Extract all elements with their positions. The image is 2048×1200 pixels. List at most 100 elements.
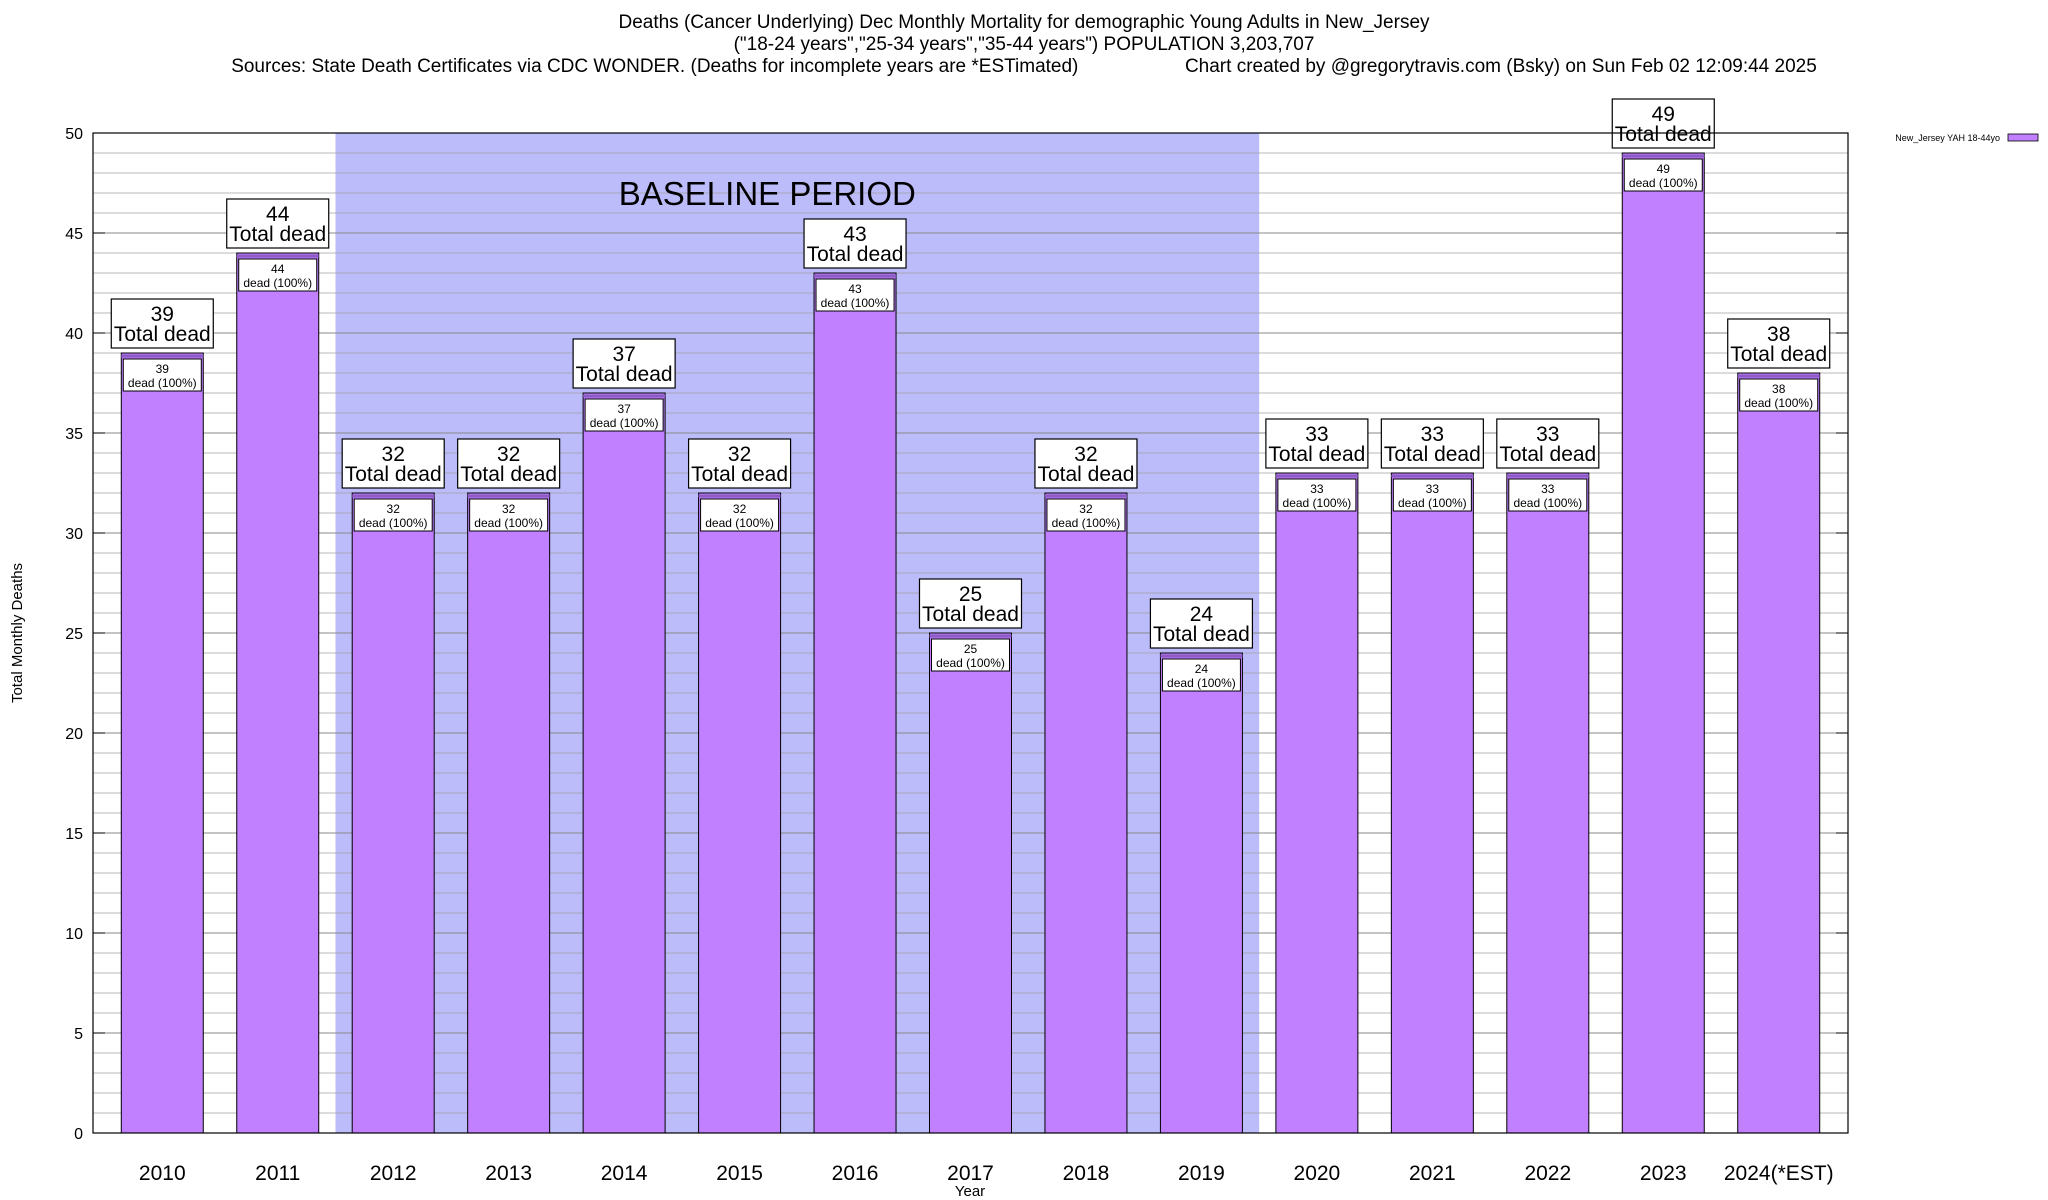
inner-label-box — [584, 398, 664, 432]
inner-label-value: 37 — [617, 402, 631, 416]
top-label-box — [1149, 598, 1254, 649]
inner-label-box — [700, 498, 780, 532]
inner-label-suffix: dead (100%) — [1513, 496, 1582, 510]
x-tick-label: 2014 — [601, 1162, 648, 1185]
inner-label-value: 24 — [1195, 662, 1209, 676]
inner-label-box — [353, 498, 433, 532]
credit-text: Chart created by @gregorytravis.com (Bsk… — [1184, 56, 1817, 77]
inner-label-suffix: dead (100%) — [1283, 496, 1352, 510]
top-label-box — [1380, 418, 1484, 469]
inner-label-suffix: dead (100%) — [705, 516, 774, 530]
inner-label-suffix: dead (100%) — [128, 376, 197, 390]
y-tick-label: 20 — [65, 726, 83, 743]
inner-label-box — [1392, 478, 1472, 512]
inner-label-box — [1508, 478, 1588, 512]
top-label-box — [457, 438, 561, 489]
baseline-period-label: BASELINE PERIOD — [619, 175, 916, 212]
top-label-value: 38 — [1767, 323, 1790, 346]
inner-label-suffix: dead (100%) — [243, 276, 312, 290]
y-tick-label: 5 — [74, 1026, 83, 1043]
inner-label-value: 33 — [1426, 482, 1440, 496]
inner-label-suffix: dead (100%) — [1629, 176, 1698, 190]
top-label-box — [341, 438, 445, 489]
top-label-value: 49 — [1652, 103, 1675, 126]
bar — [698, 492, 782, 1134]
top-label-box — [803, 218, 907, 269]
inner-label-value: 32 — [733, 502, 747, 516]
top-label-box — [1727, 318, 1831, 369]
bar — [813, 272, 897, 1134]
top-label-box — [1265, 418, 1369, 469]
x-tick-label: 2019 — [1178, 1162, 1225, 1185]
bar — [1390, 472, 1474, 1134]
bar — [1159, 652, 1243, 1134]
top-label-suffix: Total dead — [691, 463, 788, 486]
top-label-suffix: Total dead — [345, 463, 442, 486]
bar — [929, 632, 1012, 1134]
top-label-value: 33 — [1305, 423, 1328, 446]
x-tick-label: 2022 — [1524, 1162, 1571, 1185]
legend-swatch — [2007, 133, 2039, 142]
y-tick-label: 40 — [65, 326, 83, 343]
top-label-value: 33 — [1421, 423, 1444, 446]
sources-text: Sources: State Death Certificates via CD… — [231, 56, 1079, 77]
top-label-value: 32 — [728, 443, 751, 466]
inner-label-value: 38 — [1772, 382, 1786, 396]
inner-label-value: 32 — [387, 502, 401, 516]
x-tick-label: 2013 — [485, 1162, 532, 1185]
inner-label-value: 39 — [156, 362, 170, 376]
y-axis-title: Total Monthly Deaths — [9, 563, 26, 703]
inner-label-suffix: dead (100%) — [1744, 396, 1813, 410]
inner-label-suffix: dead (100%) — [821, 296, 890, 310]
inner-label-box — [931, 638, 1010, 672]
y-tick-label: 45 — [65, 226, 83, 243]
top-label-value: 32 — [382, 443, 405, 466]
inner-label-suffix: dead (100%) — [1398, 496, 1467, 510]
bar — [467, 492, 551, 1134]
bar — [1506, 472, 1590, 1134]
inner-label-value: 33 — [1310, 482, 1324, 496]
bar — [1044, 492, 1128, 1134]
top-label-suffix: Total dead — [114, 323, 211, 346]
top-label-value: 33 — [1536, 423, 1559, 446]
x-tick-label: 2011 — [255, 1162, 300, 1185]
top-label-value: 25 — [959, 583, 982, 606]
bar — [236, 252, 320, 1134]
top-label-value: 24 — [1190, 603, 1214, 626]
inner-label-box — [238, 258, 318, 292]
inner-label-suffix: dead (100%) — [1167, 676, 1236, 690]
top-label-suffix: Total dead — [1037, 463, 1134, 486]
top-label-box — [110, 298, 214, 349]
top-label-suffix: Total dead — [1153, 623, 1250, 646]
bar — [1621, 152, 1705, 1134]
x-tick-label: 2012 — [370, 1162, 417, 1185]
y-tick-label: 0 — [74, 1126, 83, 1143]
top-label-value: 43 — [843, 223, 866, 246]
top-label-box — [226, 198, 330, 249]
inner-label-box — [469, 498, 549, 532]
top-label-box — [1611, 98, 1715, 149]
inner-label-box — [1046, 498, 1126, 532]
inner-label-suffix: dead (100%) — [936, 656, 1005, 670]
x-tick-label: 2016 — [832, 1162, 879, 1185]
top-label-suffix: Total dead — [1499, 443, 1596, 466]
top-label-value: 37 — [612, 343, 635, 366]
x-tick-label: 2023 — [1640, 1162, 1687, 1185]
inner-label-value: 43 — [848, 282, 862, 296]
bar — [582, 392, 666, 1134]
inner-label-value: 32 — [1079, 502, 1093, 516]
inner-label-value: 25 — [964, 642, 978, 656]
x-tick-label: 2021 — [1409, 1162, 1456, 1185]
y-tick-label: 30 — [65, 526, 83, 543]
inner-label-suffix: dead (100%) — [474, 516, 543, 530]
chart-subtitle: ("18-24 years","25-34 years","35-44 year… — [733, 34, 1315, 55]
bar — [1275, 472, 1359, 1134]
y-tick-label: 15 — [65, 826, 83, 843]
chart-title: Deaths (Cancer Underlying) Dec Monthly M… — [618, 12, 1430, 33]
bar — [120, 352, 204, 1134]
x-tick-label: 2018 — [1063, 1162, 1110, 1185]
y-tick-label: 10 — [65, 926, 83, 943]
chart-sources-line: Sources: State Death Certificates via CD… — [0, 56, 2048, 78]
top-label-box — [1034, 438, 1138, 489]
